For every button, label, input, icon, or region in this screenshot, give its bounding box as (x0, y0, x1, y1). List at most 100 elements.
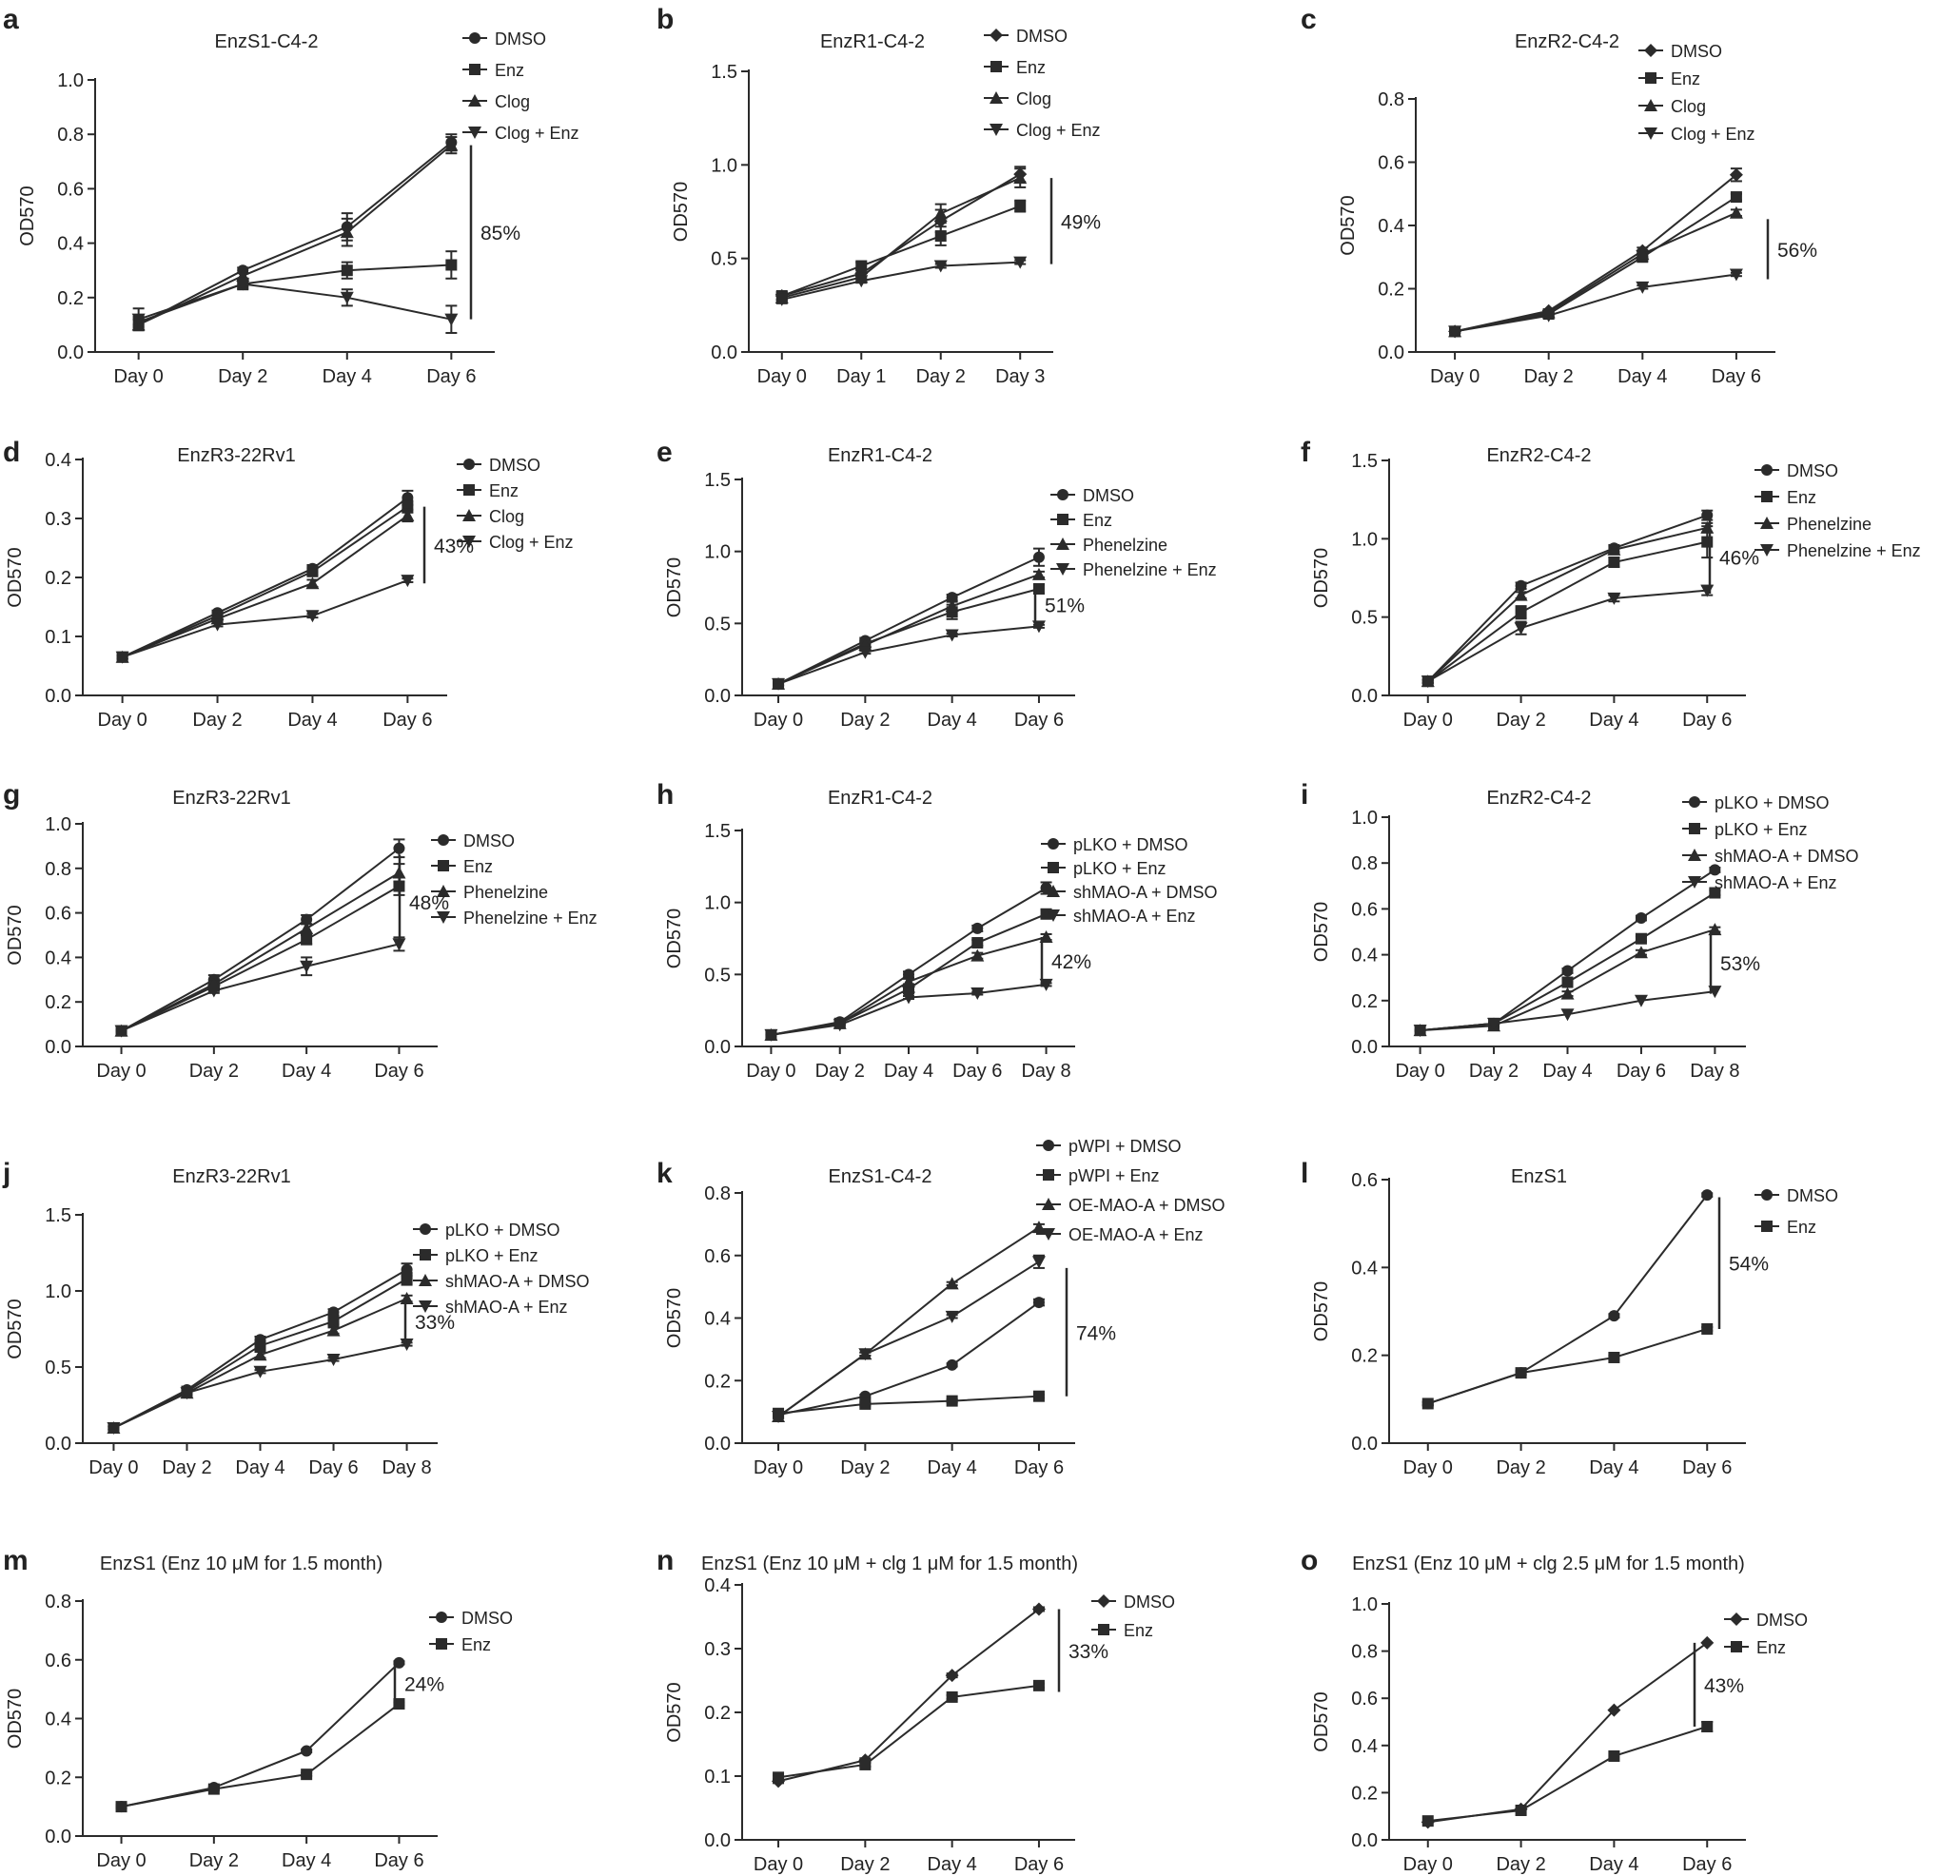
series-line (121, 943, 400, 1032)
series-clog-enz (774, 256, 1028, 306)
series-dmso (774, 166, 1028, 303)
legend-marker (463, 459, 475, 470)
chart-panel-e: e EnzR1-C4-2 OD570 0.0 0.5 1.0 1.5 Day 0 Day 2 Da… (657, 437, 1217, 731)
legend-marker (1644, 44, 1657, 57)
data-point (946, 1690, 958, 1703)
chart-title: EnzR1-C4-2 (828, 788, 932, 809)
data-point (444, 313, 459, 326)
series-line (777, 1395, 1040, 1415)
data-point (1701, 1189, 1714, 1202)
x-tick-label: Day 2 (1524, 366, 1574, 387)
legend-label: DMSO (1016, 27, 1068, 46)
data-point (773, 1771, 785, 1784)
panel-letter: d (3, 437, 20, 468)
x-tick-label: Day 0 (1395, 1061, 1444, 1082)
data-point (854, 275, 869, 288)
annotation-label: 49% (1061, 211, 1101, 233)
legend-label: Enz (1671, 69, 1700, 88)
x-tick-label: Day 6 (1682, 710, 1732, 731)
legend-label: shMAO-A + DMSO (1073, 883, 1218, 902)
series-line (1427, 540, 1708, 682)
y-tick-label: 0.8 (704, 1183, 731, 1204)
legend-marker (1688, 849, 1701, 861)
x-tick-label: Day 2 (189, 1850, 239, 1871)
legend-label: Clog (1016, 89, 1051, 108)
x-tick-label: Day 8 (1021, 1061, 1070, 1082)
annotation-label: 85% (480, 223, 520, 244)
chart-title: EnzS1 (Enz 10 μM + clg 1 μM for 1.5 mont… (701, 1554, 1078, 1574)
x-tick-label: Day 6 (1682, 1854, 1732, 1875)
y-tick-label: 0.5 (1351, 608, 1378, 629)
data-point (1634, 994, 1648, 1007)
data-point (115, 1801, 127, 1813)
data-point (1031, 567, 1046, 580)
annotation-label: 43% (434, 536, 474, 557)
data-point (1032, 1390, 1045, 1402)
y-tick-label: 0.0 (45, 1827, 71, 1847)
series-enz (773, 583, 1045, 690)
y-tick-label: 0.0 (1351, 1434, 1378, 1455)
chart-title: EnzR2-C4-2 (1515, 31, 1619, 52)
legend-label: pLKO + Enz (445, 1246, 539, 1265)
data-point (1031, 1221, 1046, 1234)
data-point (253, 1365, 267, 1378)
x-tick-label: Day 6 (1712, 366, 1761, 387)
series-dmso (1421, 1635, 1715, 1829)
x-tick-label: Day 6 (374, 1061, 423, 1082)
legend-label: DMSO (489, 456, 540, 475)
legend-label: pLKO + Enz (1073, 859, 1166, 878)
legend-label: DMSO (461, 1609, 513, 1628)
y-tick-label: 0.6 (45, 1651, 71, 1671)
series-line (1427, 589, 1708, 683)
data-point (1701, 1322, 1714, 1335)
y-tick-label: 1.0 (711, 155, 737, 176)
series-line (777, 1260, 1040, 1417)
series-line (771, 887, 1048, 1036)
legend-label: pLKO + Enz (1715, 820, 1808, 839)
data-point (1487, 1017, 1501, 1030)
legend-marker (1056, 563, 1069, 576)
annotation-label: 43% (1704, 1675, 1744, 1697)
x-tick-label: Day 6 (1682, 1457, 1732, 1478)
panel-letter: l (1301, 1158, 1308, 1189)
legend-label: Phenelzine (1083, 536, 1167, 555)
series-line (1454, 196, 1737, 333)
legend-marker (1057, 514, 1068, 525)
legend-label: DMSO (1083, 486, 1134, 505)
x-tick-label: Day 8 (382, 1457, 431, 1478)
data-point (1014, 200, 1027, 212)
chart-panel-c: c EnzR2-C4-2 OD570 0.0 0.2 0.4 0.6 0.8 Day 0 Day … (1301, 4, 1817, 387)
data-point (934, 230, 947, 243)
data-point (764, 1028, 778, 1042)
y-tick-label: 1.5 (704, 470, 731, 491)
panel-letter: a (3, 4, 19, 35)
data-point (946, 1358, 958, 1371)
x-tick-label: Day 2 (192, 710, 242, 731)
x-tick-label: Day 6 (382, 710, 432, 731)
y-tick-label: 1.5 (45, 1205, 71, 1226)
legend-label: DMSO (495, 29, 546, 49)
legend-marker (1097, 1594, 1110, 1608)
data-point (444, 138, 459, 151)
y-axis-label: OD570 (664, 909, 685, 968)
legend-label: DMSO (1671, 42, 1722, 61)
series-line (121, 1703, 401, 1808)
legend-marker (1688, 876, 1701, 889)
y-tick-label: 0.5 (704, 965, 731, 986)
legend-label: Phenelzine + Enz (463, 909, 598, 928)
series-shmao-a-dmso (764, 929, 1053, 1041)
data-point (445, 259, 458, 271)
data-point (902, 974, 915, 987)
data-point (1560, 1008, 1575, 1022)
x-tick-label: Day 6 (374, 1850, 423, 1871)
series-line (781, 261, 1021, 301)
series-shmao-a-dmso (107, 1292, 414, 1434)
legend-marker (1048, 838, 1059, 850)
data-point (236, 278, 250, 291)
data-point (114, 1025, 128, 1038)
legend-marker (1042, 1228, 1055, 1241)
legend-marker (1645, 72, 1656, 84)
legend-label: DMSO (1787, 1186, 1838, 1205)
legend-marker (1043, 1169, 1054, 1181)
series-oe-mao-a-enz (772, 1254, 1046, 1424)
